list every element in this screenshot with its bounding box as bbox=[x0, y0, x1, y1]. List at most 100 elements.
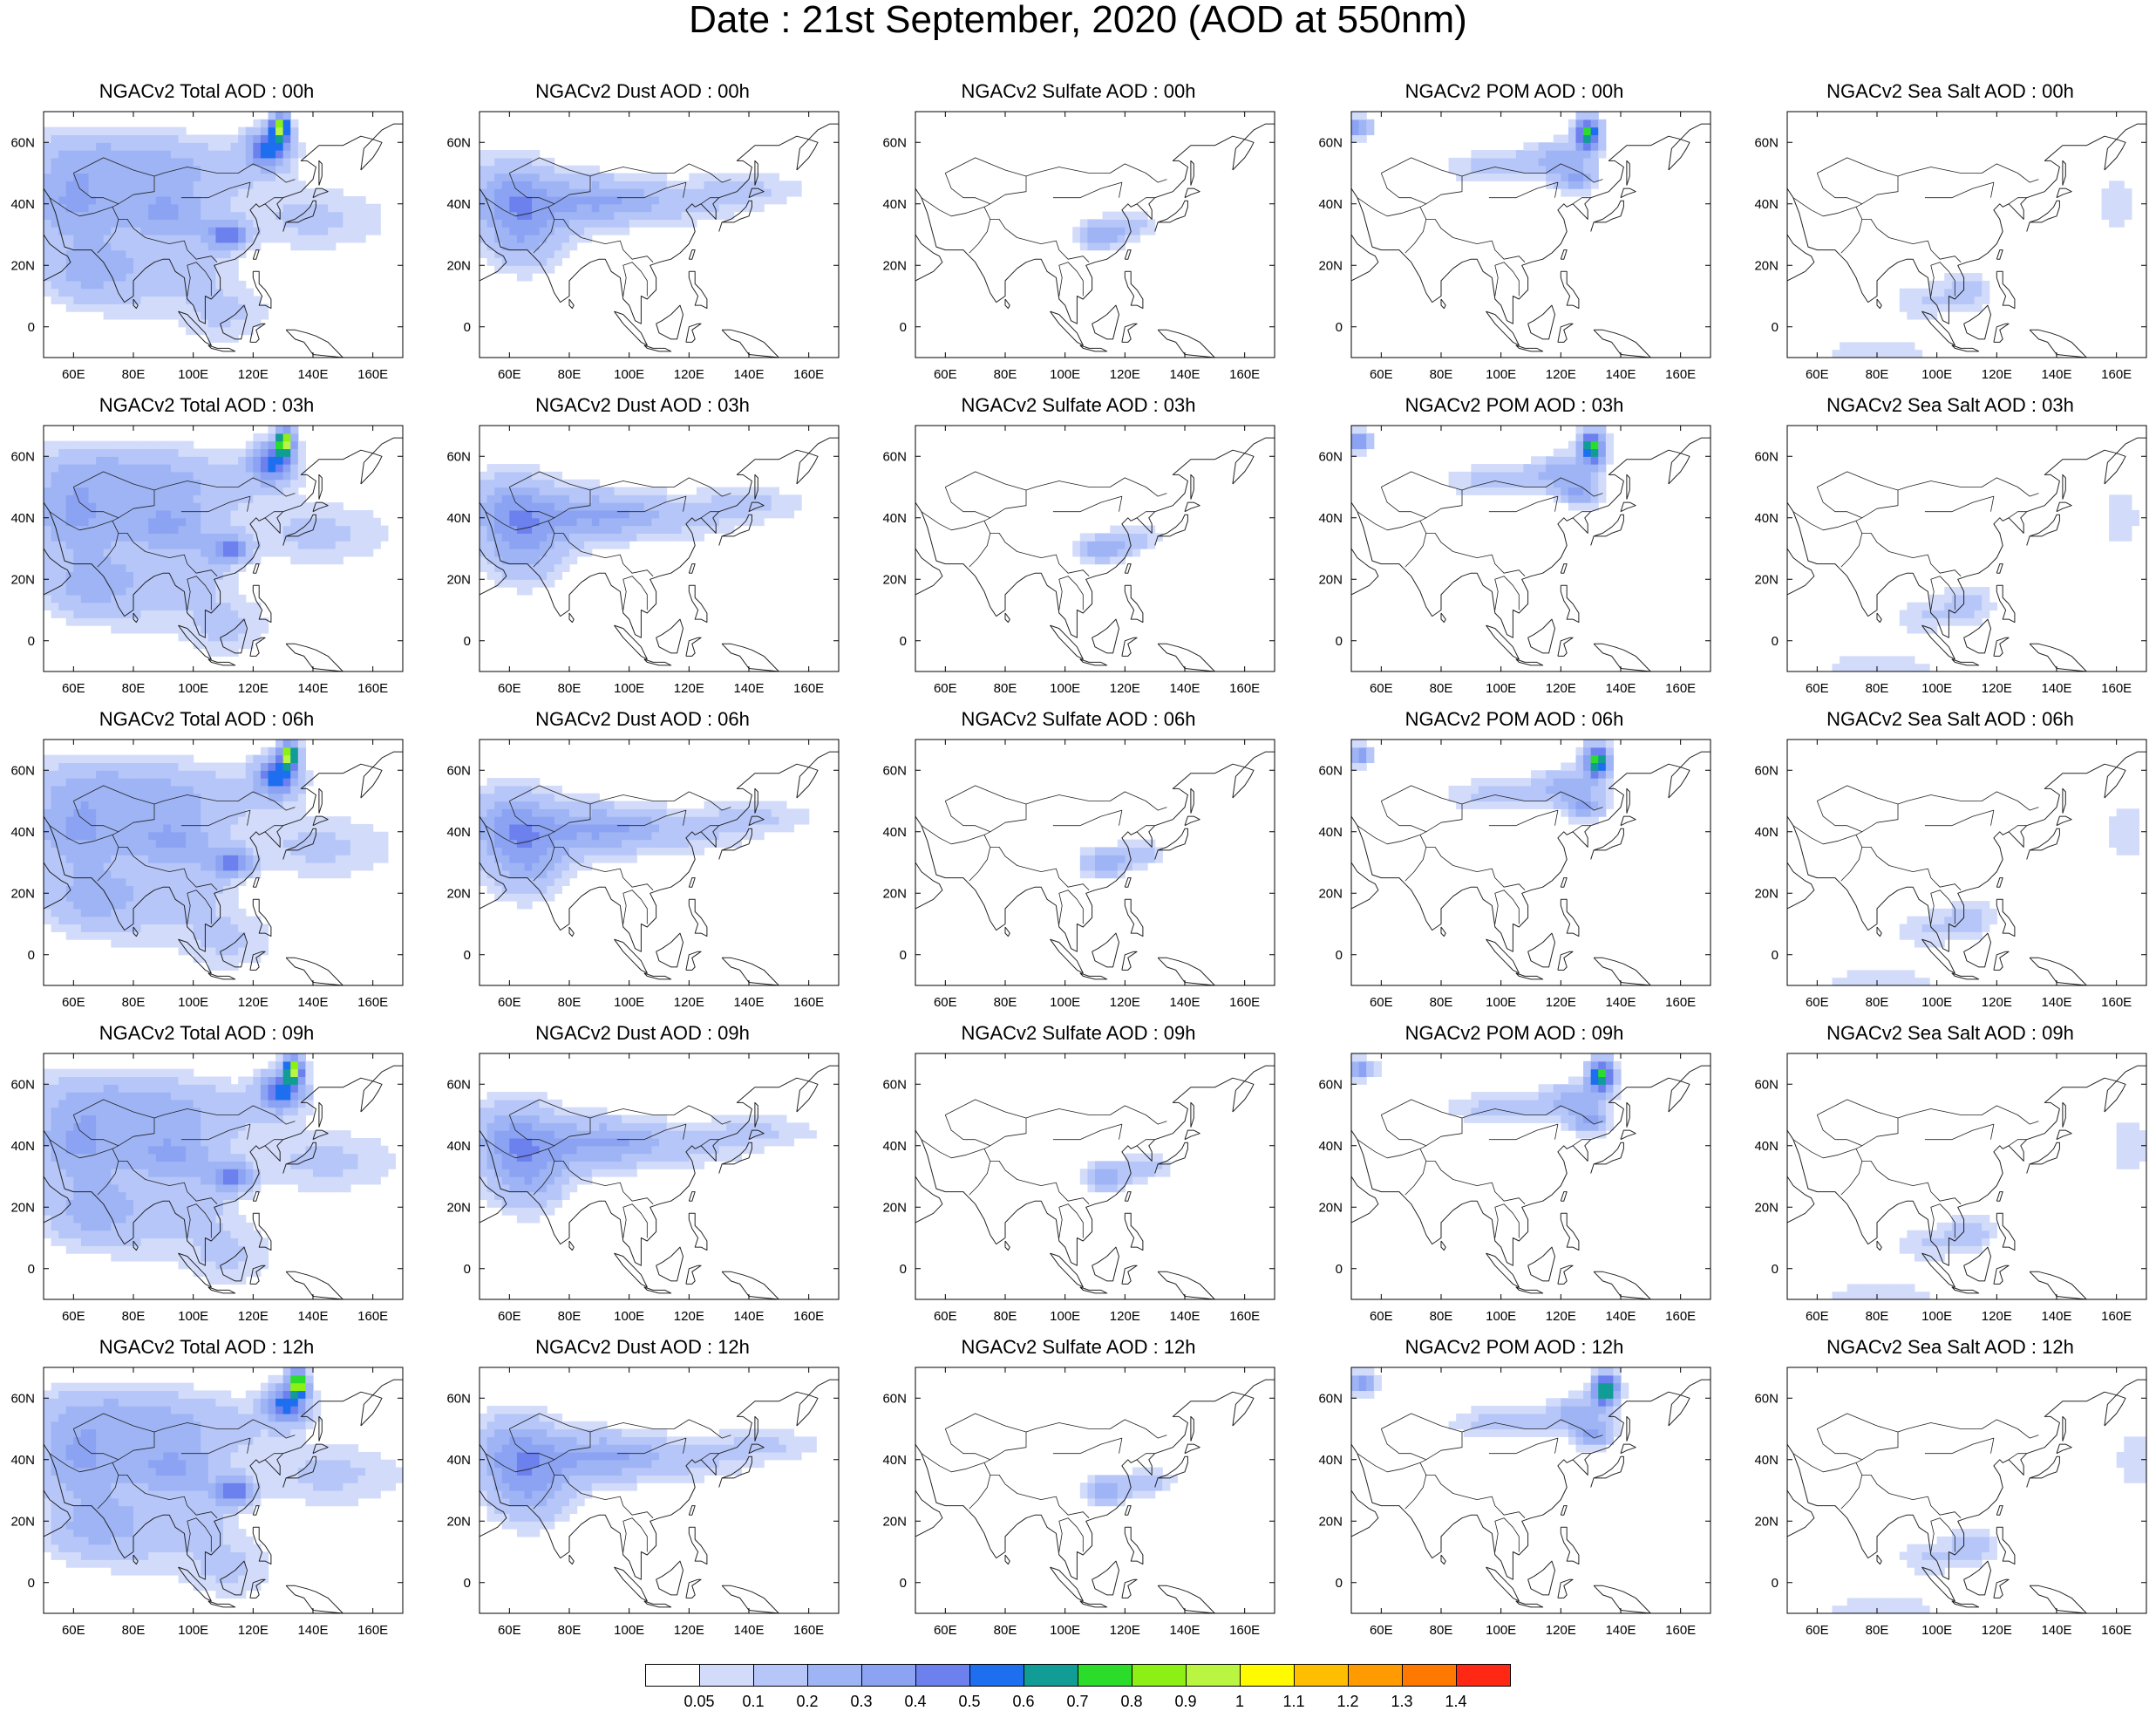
aod-cell bbox=[44, 242, 51, 250]
aod-cell bbox=[111, 502, 119, 510]
aod-cell bbox=[290, 433, 298, 441]
aod-cell bbox=[104, 870, 112, 878]
aod-cell bbox=[81, 166, 89, 174]
aod-cell bbox=[148, 847, 156, 855]
aod-cell bbox=[547, 196, 554, 204]
aod-cell bbox=[141, 127, 149, 135]
aod-cell bbox=[238, 235, 246, 242]
aod-cell bbox=[51, 181, 59, 188]
aod-cell bbox=[547, 579, 554, 587]
aod-cell bbox=[156, 303, 164, 311]
aod-cell bbox=[179, 494, 187, 502]
aod-cell bbox=[208, 150, 216, 158]
aod-cell bbox=[208, 909, 216, 917]
aod-cell bbox=[1464, 158, 1472, 166]
aod-cell bbox=[44, 289, 51, 297]
aod-cell bbox=[119, 778, 126, 786]
aod-cell bbox=[96, 893, 104, 901]
aod-cell bbox=[186, 480, 194, 487]
aod-cell bbox=[298, 740, 306, 747]
aod-cell bbox=[96, 931, 104, 939]
aod-cell bbox=[156, 770, 164, 778]
aod-cell bbox=[1606, 456, 1614, 464]
aod-cell bbox=[186, 441, 194, 449]
aod-cell bbox=[350, 510, 358, 518]
aod-cell bbox=[223, 242, 231, 250]
aod-cell bbox=[479, 227, 487, 235]
aod-cell bbox=[1576, 448, 1584, 456]
aod-cell bbox=[179, 188, 187, 196]
aod-cell bbox=[517, 587, 525, 595]
aod-cell bbox=[275, 786, 283, 794]
aod-cell bbox=[298, 862, 306, 870]
aod-cell bbox=[73, 250, 81, 258]
aod-cell bbox=[179, 917, 187, 924]
aod-cell bbox=[772, 494, 779, 502]
aod-cell bbox=[1080, 541, 1088, 549]
aod-cell bbox=[81, 755, 89, 763]
aod-cell bbox=[119, 526, 126, 534]
aod-cell bbox=[58, 242, 66, 250]
aod-cell bbox=[343, 824, 350, 832]
aod-cell bbox=[201, 188, 208, 196]
aod-cell bbox=[81, 303, 89, 311]
aod-cell bbox=[615, 847, 622, 855]
aod-cell bbox=[275, 747, 283, 755]
aod-cell bbox=[171, 188, 179, 196]
aod-cell bbox=[298, 227, 306, 235]
aod-cell bbox=[126, 587, 133, 595]
aod-cell bbox=[1989, 603, 1997, 610]
aod-cell bbox=[283, 464, 291, 472]
aod-cell bbox=[592, 494, 600, 502]
aod-cell bbox=[569, 832, 577, 840]
aod-cell bbox=[644, 847, 652, 855]
aod-cell bbox=[525, 808, 533, 816]
aod-cell bbox=[651, 487, 659, 495]
aod-cell bbox=[141, 311, 149, 319]
lon-tick-label: 120E bbox=[1110, 367, 1140, 382]
aod-cell bbox=[584, 219, 592, 227]
coastline bbox=[686, 637, 701, 656]
aod-cell bbox=[283, 770, 291, 778]
aod-cell bbox=[1359, 433, 1367, 441]
coastline bbox=[656, 305, 684, 339]
aod-cell bbox=[111, 762, 119, 770]
aod-cell bbox=[487, 487, 495, 495]
aod-cell bbox=[1576, 112, 1584, 119]
aod-cell bbox=[734, 801, 742, 809]
aod-cell bbox=[786, 824, 794, 832]
aod-cell bbox=[1546, 174, 1554, 181]
aod-cell bbox=[208, 188, 216, 196]
aod-cell bbox=[104, 456, 112, 464]
aod-cell bbox=[373, 219, 381, 227]
aod-cell bbox=[156, 472, 164, 480]
aod-cell bbox=[215, 134, 223, 142]
aod-cell bbox=[96, 579, 104, 587]
lon-tick-label: 120E bbox=[1982, 681, 2012, 696]
aod-cell bbox=[1486, 487, 1494, 495]
aod-cell bbox=[479, 801, 487, 809]
aod-cell bbox=[667, 518, 675, 526]
aod-cell bbox=[764, 801, 772, 809]
aod-cell bbox=[1486, 472, 1494, 480]
aod-cell bbox=[126, 174, 133, 181]
aod-cell bbox=[133, 939, 141, 947]
aod-cell bbox=[223, 166, 231, 174]
lat-tick-label: 0 bbox=[1772, 320, 1779, 335]
aod-cell bbox=[73, 181, 81, 188]
lat-tick-label: 20N bbox=[1754, 258, 1779, 273]
aod-cell bbox=[577, 494, 585, 502]
aod-cell bbox=[525, 464, 533, 472]
aod-cell bbox=[674, 212, 682, 220]
aod-cell bbox=[1125, 526, 1132, 534]
aod-cell bbox=[141, 289, 149, 297]
aod-cell bbox=[1140, 541, 1148, 549]
aod-cell bbox=[163, 487, 171, 495]
aod-cell bbox=[1598, 441, 1606, 449]
aod-cell bbox=[186, 893, 194, 901]
aod-cell bbox=[253, 487, 261, 495]
aod-cell bbox=[163, 510, 171, 518]
aod-cell bbox=[373, 840, 381, 848]
aod-cell bbox=[313, 832, 321, 840]
aod-cell bbox=[171, 273, 179, 281]
